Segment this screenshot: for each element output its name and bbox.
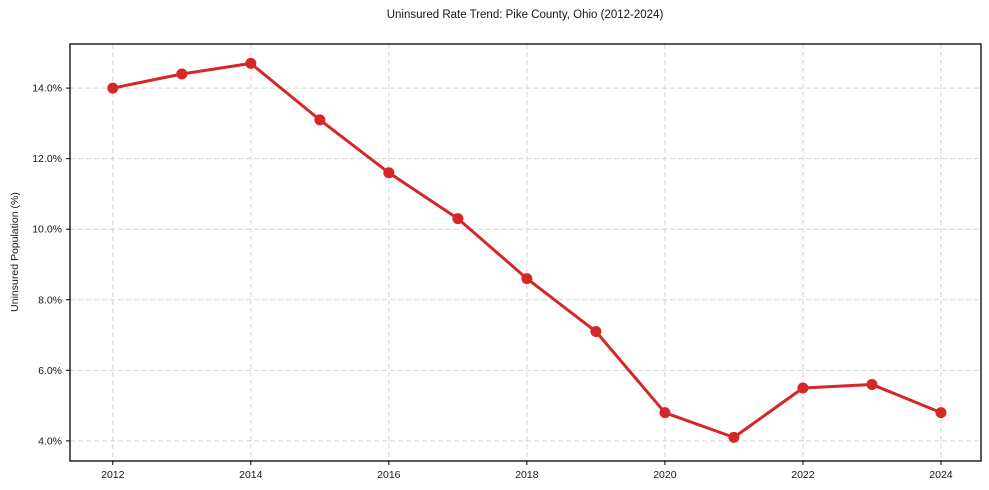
data-point-marker — [659, 407, 671, 419]
data-point-marker — [728, 431, 740, 443]
y-tick-label: 14.0% — [32, 83, 62, 95]
x-tick-label: 2012 — [101, 469, 125, 481]
data-point-marker — [245, 57, 257, 69]
data-point-marker — [383, 167, 395, 179]
data-point-marker — [107, 82, 119, 94]
y-tick-label: 10.0% — [32, 224, 62, 236]
data-point-marker — [521, 273, 533, 285]
y-tick-label: 12.0% — [32, 153, 62, 165]
data-point-marker — [935, 407, 947, 419]
data-point-marker — [866, 378, 878, 390]
x-tick-label: 2016 — [377, 469, 401, 481]
data-point-marker — [452, 213, 464, 225]
x-tick-label: 2018 — [515, 469, 539, 481]
chart-title: Uninsured Rate Trend: Pike County, Ohio … — [386, 9, 664, 21]
x-tick-label: 2014 — [239, 469, 263, 481]
data-point-marker — [314, 114, 326, 126]
data-point-marker — [176, 68, 188, 80]
plot-border — [69, 43, 982, 462]
data-point-marker — [590, 326, 602, 338]
y-tick-label: 4.0% — [38, 435, 62, 447]
x-tick-label: 2022 — [791, 469, 815, 481]
x-tick-label: 2020 — [653, 469, 677, 481]
y-tick-label: 6.0% — [38, 365, 62, 377]
y-tick-label: 8.0% — [38, 294, 62, 306]
x-tick-label: 2024 — [929, 469, 953, 481]
data-point-marker — [797, 382, 809, 394]
